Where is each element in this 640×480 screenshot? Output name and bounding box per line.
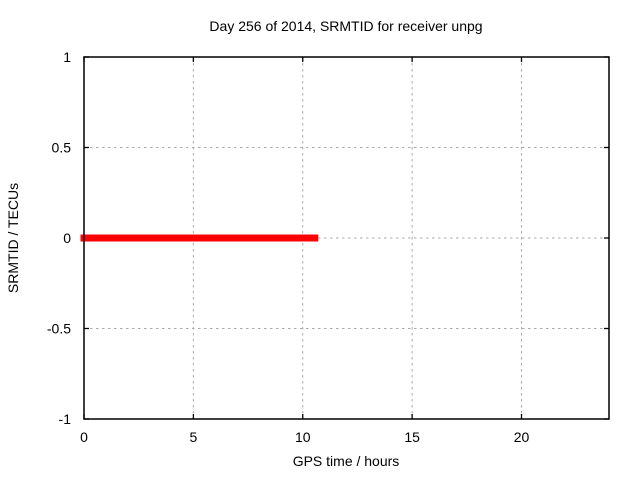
chart-title: Day 256 of 2014, SRMTID for receiver unp… xyxy=(209,18,482,34)
x-tick-label: 5 xyxy=(189,429,197,445)
y-tick-label: -0.5 xyxy=(47,321,71,337)
y-tick-label: 0.5 xyxy=(52,140,72,156)
y-axis-label: SRMTID / TECUs xyxy=(5,183,21,293)
plot-border xyxy=(83,56,610,420)
x-tick-label: 10 xyxy=(295,429,311,445)
x-tick-label: 0 xyxy=(80,429,88,445)
y-tick-label: 0 xyxy=(63,230,71,246)
x-axis-label: GPS time / hours xyxy=(293,453,400,469)
y-tick-label: -1 xyxy=(59,411,72,427)
y-tick-label: 1 xyxy=(63,49,71,65)
x-tick-label: 20 xyxy=(514,429,530,445)
x-tick-label: 15 xyxy=(404,429,420,445)
